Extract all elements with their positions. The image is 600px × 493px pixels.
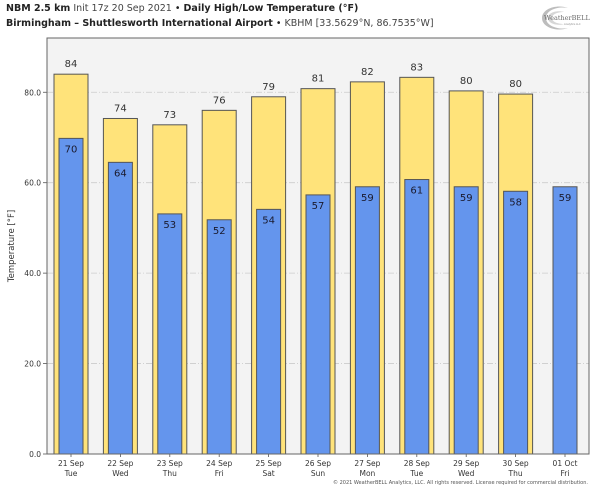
logo-subtext: Analytics LLC xyxy=(564,22,581,26)
low-temp-label: 64 xyxy=(114,168,127,179)
high-temp-label: 76 xyxy=(213,95,226,106)
header-separator-2: • xyxy=(275,18,282,29)
low-temp-label: 54 xyxy=(262,215,275,226)
x-tick-date: 27 Sep xyxy=(354,459,380,468)
logo-swirl-icon xyxy=(542,6,568,30)
low-temp-bar xyxy=(503,190,529,455)
weatherbell-logo: WeatherBELL Analytics LLC xyxy=(542,6,590,30)
x-tick-date: 21 Sep xyxy=(58,459,84,468)
high-temp-label: 81 xyxy=(312,74,325,85)
plot-frame xyxy=(46,37,590,455)
high-temp-label: 80 xyxy=(509,79,522,90)
high-temp-label: 82 xyxy=(361,67,374,78)
header-line-1: NBM 2.5 km Init 17z 20 Sep 2021 • Daily … xyxy=(6,3,358,14)
low-temp-label: 59 xyxy=(460,193,473,204)
copyright-notice: © 2021 WeatherBELL Analytics, LLC. All r… xyxy=(333,480,588,486)
y-tick-label: 40.0 xyxy=(24,269,41,278)
y-tick-label: 20.0 xyxy=(24,360,41,369)
high-temp-label: 73 xyxy=(163,110,176,121)
low-temp-label: 59 xyxy=(361,193,374,204)
high-temp-label: 80 xyxy=(460,76,473,87)
x-tick-day: Tue xyxy=(64,469,78,478)
product-title: Daily High/Low Temperature (°F) xyxy=(183,3,359,14)
init-time: Init 17z 20 Sep 2021 xyxy=(73,3,172,14)
low-temp-bar xyxy=(58,137,84,455)
high-temp-label: 79 xyxy=(262,82,275,93)
low-temp-bar xyxy=(305,194,331,455)
x-tick-date: 29 Sep xyxy=(453,459,479,468)
high-temp-label: 84 xyxy=(65,59,78,70)
x-tick-day: Fri xyxy=(215,469,224,478)
low-temp-label: 59 xyxy=(559,193,572,204)
y-tick-label: 80.0 xyxy=(24,88,41,97)
header-separator: • xyxy=(174,3,181,14)
low-temp-bar xyxy=(552,186,578,455)
header-line-2: Birmingham – Shuttlesworth International… xyxy=(6,18,434,29)
low-temp-bar xyxy=(256,208,282,455)
low-temp-label: 61 xyxy=(410,186,423,197)
low-temp-bar xyxy=(453,186,479,455)
x-tick-date: 01 Oct xyxy=(553,459,578,468)
x-tick-day: Mon xyxy=(359,469,375,478)
station-name: Birmingham – Shuttlesworth International… xyxy=(6,18,273,29)
x-tick-date: 26 Sep xyxy=(305,459,331,468)
low-temp-bar xyxy=(157,213,183,455)
station-info: KBHM [33.5629°N, 86.7535°W] xyxy=(284,18,434,29)
x-tick-date: 23 Sep xyxy=(157,459,183,468)
y-axis-label: Temperature [°F] xyxy=(7,210,17,283)
low-temp-bar xyxy=(404,179,430,455)
low-temp-bar xyxy=(206,219,232,455)
low-temp-label: 52 xyxy=(213,226,226,237)
x-tick-day: Thu xyxy=(508,469,523,478)
x-tick-date: 28 Sep xyxy=(404,459,430,468)
model-name: NBM 2.5 km xyxy=(6,3,71,14)
bars: 84 70 74 64 73 53 76 52 79 54 81 57 82 59 83 61 80 59 80 58… xyxy=(53,59,578,455)
logo-text: WeatherBELL xyxy=(544,14,590,22)
low-temp-bar xyxy=(354,186,380,455)
x-tick-day: Fri xyxy=(561,469,570,478)
high-temp-label: 74 xyxy=(114,103,127,114)
x-tick-date: 25 Sep xyxy=(256,459,282,468)
x-tick-day: Sat xyxy=(262,469,274,478)
low-temp-label: 70 xyxy=(65,144,78,155)
x-tick-day: Sun xyxy=(311,469,326,478)
x-tick-date: 24 Sep xyxy=(206,459,232,468)
y-tick-label: 60.0 xyxy=(24,179,41,188)
low-temp-label: 58 xyxy=(509,197,522,208)
x-tick-date: 22 Sep xyxy=(107,459,133,468)
x-tick-date: 30 Sep xyxy=(503,459,529,468)
low-temp-label: 53 xyxy=(163,220,176,231)
logo-swirl-icon-2 xyxy=(548,11,564,25)
x-tick-day: Wed xyxy=(458,469,475,478)
high-temp-label: 83 xyxy=(410,62,423,73)
low-temp-bar xyxy=(107,161,133,455)
x-tick-day: Thu xyxy=(162,469,177,478)
y-tick-label: 0.0 xyxy=(29,450,41,459)
x-tick-day: Wed xyxy=(112,469,129,478)
low-temp-label: 57 xyxy=(312,201,325,212)
x-tick-day: Tue xyxy=(409,469,423,478)
